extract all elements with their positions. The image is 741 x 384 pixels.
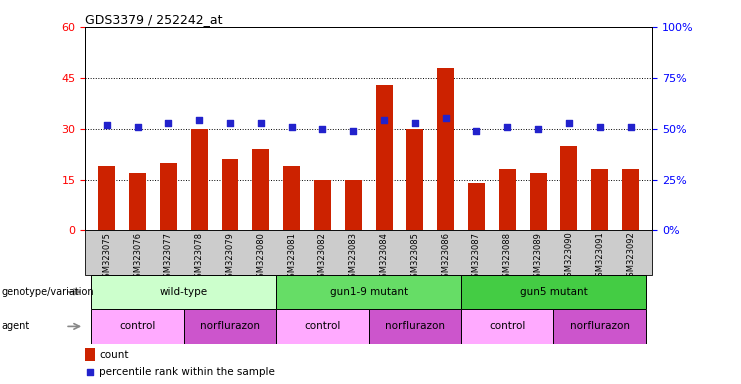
Point — [84, 369, 96, 375]
Bar — [222, 159, 239, 230]
Point — [224, 119, 236, 126]
Text: norflurazon: norflurazon — [200, 321, 260, 331]
Point — [316, 126, 328, 132]
Text: GSM323085: GSM323085 — [411, 232, 419, 283]
Text: GSM323080: GSM323080 — [256, 232, 265, 283]
Bar — [530, 173, 547, 230]
Text: count: count — [99, 349, 129, 359]
Point — [532, 126, 544, 132]
Bar — [99, 166, 116, 230]
Text: GSM323091: GSM323091 — [595, 232, 604, 283]
Bar — [437, 68, 454, 230]
Text: GSM323086: GSM323086 — [441, 232, 451, 283]
Bar — [276, 309, 369, 344]
Text: GDS3379 / 252242_at: GDS3379 / 252242_at — [85, 13, 223, 26]
Text: GSM323081: GSM323081 — [287, 232, 296, 283]
Text: gun5 mutant: gun5 mutant — [519, 287, 588, 297]
Point — [439, 115, 451, 121]
Point — [563, 119, 575, 126]
Text: GSM323083: GSM323083 — [349, 232, 358, 283]
Point — [502, 124, 514, 130]
Bar — [461, 309, 554, 344]
Text: GSM323082: GSM323082 — [318, 232, 327, 283]
Text: control: control — [489, 321, 525, 331]
Bar — [184, 309, 276, 344]
Bar — [499, 169, 516, 230]
Bar — [560, 146, 577, 230]
Bar — [190, 129, 207, 230]
Text: control: control — [305, 321, 341, 331]
Bar — [554, 309, 646, 344]
Text: GSM323092: GSM323092 — [626, 232, 635, 283]
Point — [471, 127, 482, 134]
Text: control: control — [119, 321, 156, 331]
Text: norflurazon: norflurazon — [385, 321, 445, 331]
Bar — [591, 169, 608, 230]
Text: GSM323076: GSM323076 — [133, 232, 142, 283]
Bar — [129, 173, 146, 230]
Text: GSM323088: GSM323088 — [503, 232, 512, 283]
Bar — [345, 180, 362, 230]
Bar — [369, 309, 461, 344]
Bar — [253, 149, 269, 230]
Bar — [85, 348, 96, 361]
Bar — [461, 275, 646, 309]
Text: GSM323090: GSM323090 — [565, 232, 574, 283]
Point — [255, 119, 267, 126]
Point — [348, 127, 359, 134]
Bar — [468, 183, 485, 230]
Bar — [276, 275, 461, 309]
Text: GSM323089: GSM323089 — [534, 232, 542, 283]
Bar — [376, 84, 393, 230]
Text: agent: agent — [1, 321, 30, 331]
Point — [625, 124, 637, 130]
Text: GSM323075: GSM323075 — [102, 232, 111, 283]
Text: GSM323077: GSM323077 — [164, 232, 173, 283]
Text: percentile rank within the sample: percentile rank within the sample — [99, 366, 275, 377]
Point — [378, 118, 390, 124]
Text: wild-type: wild-type — [160, 287, 208, 297]
Text: GSM323078: GSM323078 — [195, 232, 204, 283]
Bar — [283, 166, 300, 230]
Point — [409, 119, 421, 126]
Point — [162, 119, 174, 126]
Text: gun1-9 mutant: gun1-9 mutant — [330, 287, 408, 297]
Bar — [314, 180, 331, 230]
Text: GSM323079: GSM323079 — [225, 232, 234, 283]
Point — [132, 124, 144, 130]
Bar — [622, 169, 639, 230]
Point — [286, 124, 298, 130]
Point — [594, 124, 605, 130]
Point — [101, 121, 113, 127]
Text: GSM323084: GSM323084 — [379, 232, 388, 283]
Bar — [91, 275, 276, 309]
Text: GSM323087: GSM323087 — [472, 232, 481, 283]
Text: norflurazon: norflurazon — [570, 321, 630, 331]
Bar — [160, 162, 177, 230]
Text: genotype/variation: genotype/variation — [1, 287, 94, 297]
Bar — [91, 309, 184, 344]
Bar — [406, 129, 423, 230]
Point — [193, 118, 205, 124]
